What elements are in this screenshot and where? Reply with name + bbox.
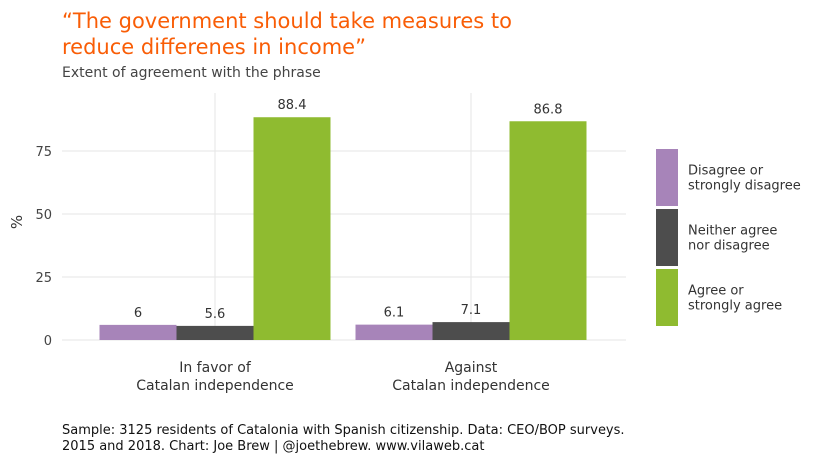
bars <box>99 117 587 341</box>
legend-label-line: Agree or <box>688 284 744 299</box>
legend-label-line: strongly disagree <box>688 179 801 194</box>
bar <box>99 324 177 340</box>
y-axis-ticks: 0 25 50 75 <box>35 145 52 349</box>
bar <box>355 324 433 340</box>
data-label: 88.4 <box>278 98 307 113</box>
data-label: 7.1 <box>461 303 482 318</box>
x-category-label: In favor of Catalan independence <box>136 360 294 394</box>
legend-label: Neither agree nor disagree <box>688 224 777 254</box>
y-tick-label: 25 <box>35 271 52 286</box>
data-labels: 6 5.6 88.4 6.1 7.1 86.8 <box>134 98 563 322</box>
x-category-label: Against Catalan independence <box>392 360 550 394</box>
legend-label: Disagree or strongly disagree <box>688 164 801 194</box>
bar <box>509 121 587 340</box>
data-label: 6 <box>134 306 142 321</box>
legend: Disagree or strongly disagree Neither agre… <box>656 149 801 326</box>
y-tick-label: 75 <box>35 145 52 160</box>
bar <box>432 322 510 340</box>
y-axis-label: % <box>8 215 26 229</box>
legend-key <box>656 149 678 206</box>
y-tick-label: 0 <box>44 334 52 349</box>
legend-key <box>656 209 678 266</box>
legend-key <box>656 269 678 326</box>
x-category-label-line: Catalan independence <box>136 378 294 394</box>
legend-label: Agree or strongly agree <box>688 284 782 314</box>
legend-label-line: Neither agree <box>688 224 777 239</box>
legend-label-line: strongly agree <box>688 299 782 314</box>
chart-title: “The government should take measures to … <box>62 9 512 59</box>
data-label: 6.1 <box>384 306 405 321</box>
data-label: 86.8 <box>534 102 563 117</box>
x-axis-categories: In favor of Catalan independence Against Ca… <box>136 360 550 394</box>
bar <box>176 325 254 340</box>
legend-label-line: nor disagree <box>688 239 770 254</box>
chart-subtitle: Extent of agreement with the phrase <box>62 65 321 81</box>
bar <box>253 117 331 341</box>
chart-caption: Sample: 3125 residents of Catalonia with… <box>62 423 625 454</box>
y-tick-label: 50 <box>35 208 52 223</box>
x-category-label-line: Against <box>445 360 498 376</box>
data-label: 5.6 <box>205 307 226 322</box>
x-category-label-line: In favor of <box>179 360 252 376</box>
legend-label-line: Disagree or <box>688 164 764 179</box>
x-category-label-line: Catalan independence <box>392 378 550 394</box>
